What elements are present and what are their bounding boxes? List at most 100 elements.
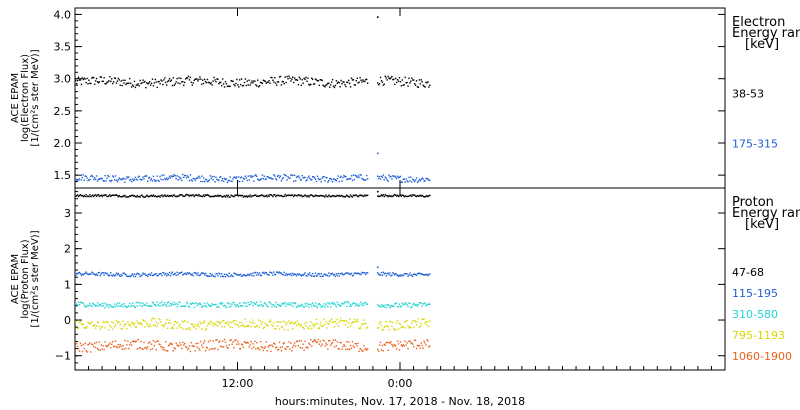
data-point	[389, 195, 391, 198]
data-point	[332, 303, 335, 305]
data-point	[81, 350, 84, 353]
data-point	[79, 342, 82, 345]
data-point	[287, 176, 289, 178]
data-point	[353, 318, 356, 321]
data-point	[167, 177, 170, 180]
data-point	[296, 79, 299, 82]
data-point	[122, 345, 124, 347]
data-point	[155, 195, 157, 198]
data-point	[217, 78, 219, 81]
data-point	[323, 318, 325, 321]
data-point	[218, 321, 220, 323]
data-point	[339, 319, 341, 322]
data-point	[384, 325, 386, 327]
data-point	[199, 195, 201, 197]
data-point	[265, 341, 267, 343]
data-point	[364, 80, 366, 83]
data-point	[269, 301, 271, 304]
data-point	[260, 81, 263, 84]
data-point	[329, 339, 331, 342]
data-point	[104, 82, 106, 85]
legend-entry: 115-195	[732, 287, 778, 300]
data-point	[238, 274, 240, 276]
data-point	[384, 304, 386, 306]
data-point	[236, 304, 238, 306]
data-point	[234, 340, 236, 342]
data-point	[428, 303, 430, 305]
data-point	[101, 177, 103, 180]
data-point	[328, 323, 330, 325]
data-point	[280, 84, 283, 86]
data-point	[287, 273, 289, 275]
data-point	[210, 348, 212, 350]
data-point	[191, 302, 193, 304]
data-point	[231, 195, 233, 197]
data-point	[88, 195, 90, 198]
data-point	[131, 322, 134, 325]
data-point	[419, 180, 422, 182]
data-point	[394, 175, 396, 177]
data-point	[156, 86, 158, 89]
data-point	[383, 273, 386, 275]
data-point	[281, 302, 284, 305]
data-point	[247, 301, 249, 303]
data-point	[220, 303, 223, 305]
data-point	[185, 177, 188, 179]
data-point	[413, 79, 415, 81]
data-point	[243, 301, 246, 304]
data-point	[189, 194, 192, 196]
data-point	[178, 272, 180, 274]
data-point	[388, 341, 390, 344]
data-point	[212, 80, 214, 82]
data-point	[106, 345, 108, 348]
data-point	[193, 79, 195, 82]
data-point	[389, 342, 391, 344]
data-point	[361, 194, 363, 197]
data-point	[166, 273, 169, 275]
data-point	[390, 175, 392, 178]
data-point	[122, 320, 124, 322]
data-point	[166, 350, 168, 352]
data-point	[135, 273, 138, 276]
data-point	[159, 196, 161, 198]
data-point	[227, 275, 230, 278]
data-point	[418, 326, 421, 329]
data-point	[349, 273, 352, 275]
data-point	[78, 194, 81, 197]
data-point	[174, 195, 176, 198]
data-point	[376, 195, 379, 197]
data-point	[171, 303, 174, 305]
data-point	[206, 347, 209, 349]
data-point	[146, 322, 148, 325]
data-point	[120, 328, 122, 330]
data-point	[174, 347, 176, 350]
data-point	[398, 303, 401, 305]
data-point	[196, 78, 198, 80]
data-point	[345, 175, 347, 178]
data-point	[240, 78, 243, 80]
data-point	[395, 302, 398, 304]
data-point	[142, 302, 144, 305]
data-point	[351, 179, 354, 182]
data-point	[380, 175, 383, 178]
data-point	[175, 274, 177, 277]
data-point	[281, 195, 284, 198]
data-point	[342, 195, 344, 198]
data-point	[123, 303, 125, 305]
data-point	[352, 274, 355, 277]
data-point	[181, 194, 183, 196]
data-point	[147, 83, 149, 85]
data-point	[133, 322, 136, 325]
data-point	[203, 180, 206, 183]
data-point	[202, 342, 205, 344]
data-point	[256, 274, 258, 276]
data-point	[175, 81, 177, 83]
data-point	[183, 321, 185, 323]
data-point	[309, 194, 311, 197]
data-point	[224, 196, 227, 198]
data-point	[232, 178, 234, 180]
data-point	[265, 304, 267, 306]
data-point	[228, 344, 230, 346]
data-point	[396, 340, 399, 342]
data-point	[98, 81, 101, 83]
